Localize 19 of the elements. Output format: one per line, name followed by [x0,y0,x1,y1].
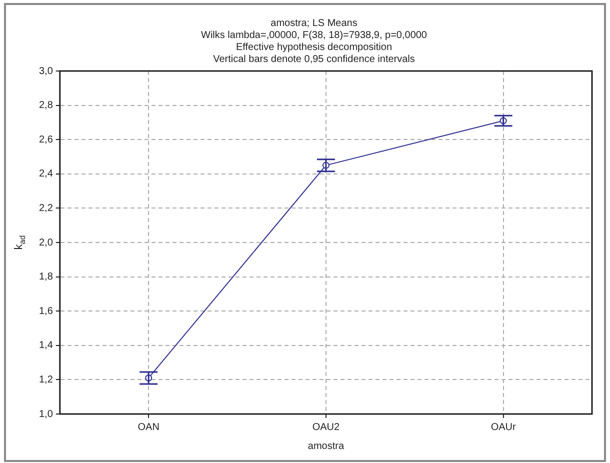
x-tick-label: OAUr [490,422,516,433]
y-tick-label: 2,6 [38,134,54,146]
y-tick-label: 2,2 [38,202,54,214]
x-tick-label: OAU2 [312,422,340,433]
y-tick-label: 2,0 [38,237,54,248]
x-axis-title: amostra [308,440,344,452]
chart-subtitle: Wilks lambda=,00000, F(38, 18)=7938,9, p=0,0000 Effective hypothesis decomposition [201,30,428,53]
chart-title: amostra; LS Means [270,18,358,29]
text: Vertical bars denote 0,95 confidence intervals [213,54,415,65]
y-tick-label: 1,4 [38,340,54,352]
y-tick-label: 3,0 [38,66,54,77]
y-tick-label: 1,8 [38,272,54,283]
y-tick-label: 1,0 [38,408,54,420]
y-tick-label: 2,4 [38,168,54,180]
x-tick-label: OAN [138,422,160,433]
y-tick-label: 2,8 [38,100,54,112]
y-tick-label: 1,6 [38,306,54,317]
y-axis-title: kad [12,235,27,250]
y-tick-label: 1,2 [38,374,54,386]
